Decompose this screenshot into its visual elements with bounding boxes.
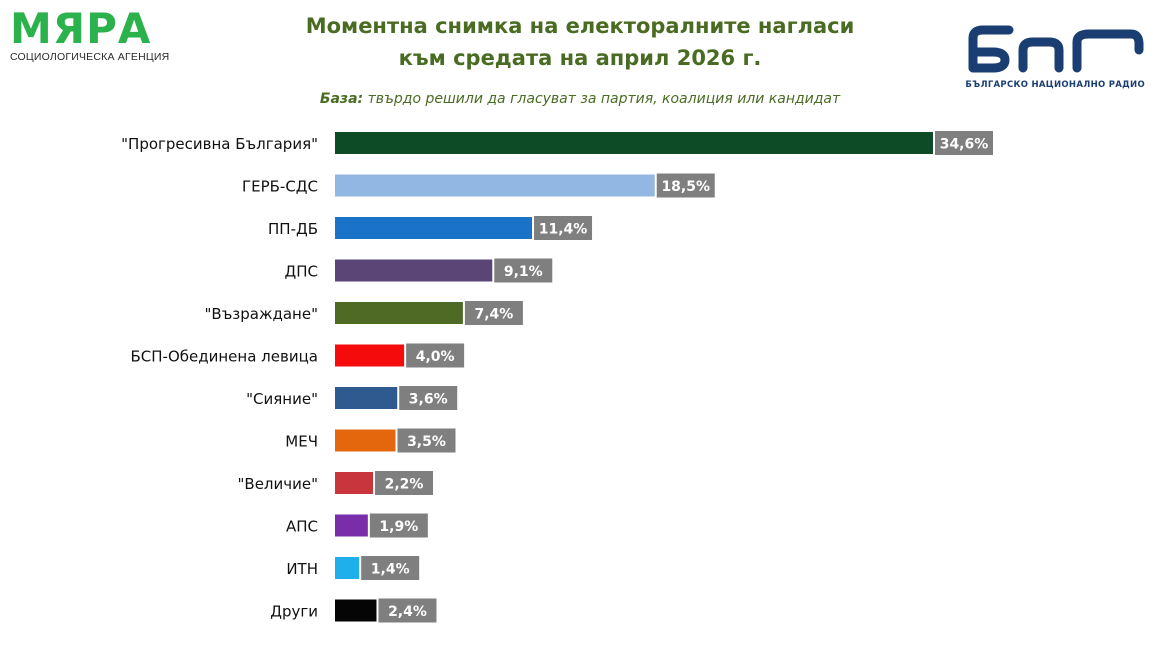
data-label-box bbox=[494, 258, 553, 283]
data-label-box bbox=[378, 598, 437, 623]
bnr-logo-icon bbox=[968, 25, 1144, 73]
chart-title: Моментна снимка на електоралните нагласи… bbox=[250, 10, 910, 74]
bar bbox=[335, 217, 533, 239]
bar bbox=[335, 514, 368, 537]
bar bbox=[335, 344, 405, 367]
chart-subtitle-text: твърдо решили да гласуват за партия, коа… bbox=[363, 91, 841, 107]
category-label: ГЕРБ-СДС bbox=[242, 178, 318, 196]
data-label: 3,6% bbox=[409, 392, 448, 408]
bar bbox=[335, 132, 933, 154]
data-label: 1,4% bbox=[371, 562, 410, 578]
data-label: 18,5% bbox=[661, 179, 710, 195]
myara-logo-subtitle: СОЦИОЛОГИЧЕСКА АГЕНЦИЯ bbox=[10, 51, 170, 63]
category-label: ИТН bbox=[286, 560, 318, 578]
data-label: 2,4% bbox=[388, 604, 427, 620]
data-label-box bbox=[375, 471, 434, 495]
data-label-box bbox=[361, 556, 420, 580]
category-label: ДПС bbox=[285, 263, 318, 281]
data-label-box bbox=[397, 428, 456, 453]
chart-subtitle: База: твърдо решили да гласуват за парти… bbox=[230, 91, 930, 107]
data-label: 11,4% bbox=[539, 222, 588, 238]
data-label-box bbox=[935, 131, 993, 155]
category-label: АПС bbox=[286, 518, 318, 536]
category-label: "Величие" bbox=[238, 475, 319, 493]
data-label: 3,5% bbox=[407, 434, 446, 450]
bar bbox=[335, 259, 493, 282]
bar bbox=[335, 599, 377, 622]
bar bbox=[335, 472, 374, 494]
data-label: 2,2% bbox=[385, 477, 424, 493]
category-label: БСП-Обединена левица bbox=[131, 348, 318, 366]
data-label-box bbox=[399, 386, 458, 410]
category-label: "Прогресивна България" bbox=[121, 135, 318, 153]
myara-logo: МЯРА СОЦИОЛОГИЧЕСКА АГЕНЦИЯ bbox=[10, 4, 170, 64]
chart-title-line2: към средата на април 2026 г. bbox=[398, 46, 762, 70]
data-label: 34,6% bbox=[940, 137, 989, 153]
category-label: "Възраждане" bbox=[205, 305, 319, 323]
data-label-box bbox=[534, 216, 593, 240]
bar bbox=[335, 557, 360, 579]
category-label: ПП-ДБ bbox=[268, 220, 318, 238]
data-label-box bbox=[656, 173, 715, 198]
myara-logo-name: МЯРА bbox=[10, 4, 152, 53]
data-label: 7,4% bbox=[474, 307, 513, 323]
category-label: Други bbox=[270, 603, 318, 621]
chart-title-line1: Моментна снимка на електоралните нагласи bbox=[305, 14, 855, 38]
bar bbox=[335, 174, 655, 197]
bnr-logo-caption: БЪЛГАРСКО НАЦИОНАЛНО РАДИО bbox=[965, 80, 1145, 90]
chart-subtitle-label: База: bbox=[319, 91, 364, 107]
category-label: МЕЧ bbox=[285, 433, 318, 451]
data-label-box bbox=[406, 343, 465, 368]
bar bbox=[335, 302, 463, 324]
category-label: "Сияние" bbox=[246, 390, 318, 408]
bar bbox=[335, 429, 396, 452]
bar bbox=[335, 387, 398, 409]
data-label-box bbox=[369, 513, 428, 538]
data-label: 4,0% bbox=[416, 349, 455, 365]
data-label-box bbox=[464, 301, 523, 325]
data-label: 1,9% bbox=[379, 519, 418, 535]
data-label: 9,1% bbox=[504, 264, 543, 280]
bnr-logo: БЪЛГАРСКО НАЦИОНАЛНО РАДИО bbox=[965, 22, 1145, 102]
